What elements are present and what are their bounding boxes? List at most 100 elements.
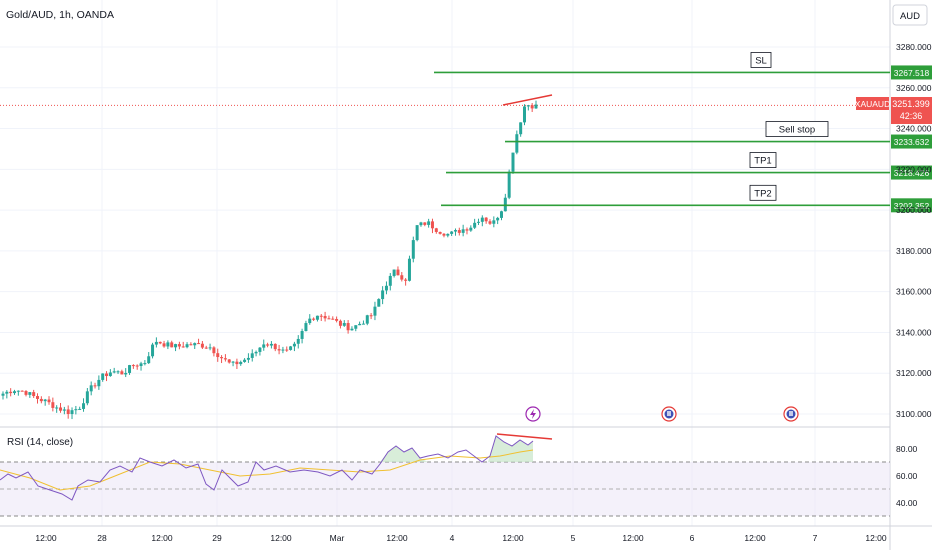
- level-price-tag: [891, 134, 932, 149]
- candle: [515, 130, 519, 155]
- symbol-title: Gold/AUD, 1h, OANDA: [6, 9, 114, 21]
- level-label: Sell stop: [779, 125, 815, 136]
- level-1[interactable]: SL 3267.518: [434, 52, 932, 80]
- candle: [89, 381, 93, 396]
- candle: [235, 358, 239, 370]
- candle: [116, 370, 120, 375]
- candle: [519, 122, 523, 137]
- price-tick: 3240.000: [896, 124, 932, 134]
- candle: [350, 326, 354, 331]
- time-label: 12:00: [35, 533, 57, 543]
- price-axis[interactable]: 3280.000 3260.000 3240.000 3220.000 3200.000…: [896, 42, 932, 419]
- candle: [327, 315, 331, 320]
- candle: [384, 281, 388, 295]
- candle: [457, 227, 461, 236]
- level-label: TP2: [754, 188, 771, 199]
- candle: [335, 316, 339, 323]
- currency-button[interactable]: AUD: [892, 4, 928, 26]
- time-label: 7: [813, 533, 818, 543]
- time-label: Mar: [330, 533, 345, 543]
- candle: [262, 339, 266, 351]
- candle: [369, 313, 373, 320]
- level-label-box[interactable]: [750, 52, 772, 68]
- candle: [415, 225, 419, 242]
- grid: [0, 0, 890, 526]
- candle: [223, 354, 227, 362]
- candle: [108, 369, 112, 377]
- candles[interactable]: [1, 100, 538, 420]
- countdown: 42:36: [900, 111, 923, 121]
- level-3[interactable]: TP1 3218.426: [446, 152, 932, 180]
- candle: [430, 218, 434, 234]
- candle: [200, 341, 204, 350]
- candle: [193, 342, 197, 349]
- level-2[interactable]: Sell stop 3233.632: [505, 121, 932, 149]
- candle: [9, 388, 13, 397]
- candle: [480, 215, 484, 227]
- candle: [185, 342, 189, 349]
- level-label-box[interactable]: [765, 121, 829, 137]
- candle: [465, 227, 469, 235]
- rsi-tick: 60.00: [896, 471, 918, 481]
- lightning-event-icon[interactable]: [525, 406, 541, 422]
- level-label: SL: [755, 55, 767, 66]
- candle: [120, 369, 124, 375]
- candle: [442, 233, 446, 238]
- candle: [404, 278, 408, 286]
- flag-event-icon[interactable]: [661, 406, 677, 422]
- candle: [461, 224, 465, 237]
- candle: [331, 316, 335, 320]
- candle: [36, 393, 40, 404]
- candle: [5, 390, 9, 399]
- candle: [273, 343, 277, 352]
- rsi-divergence-line[interactable]: [496, 433, 553, 440]
- candle: [312, 317, 316, 321]
- candle: [499, 210, 503, 221]
- level-label-box[interactable]: [749, 152, 777, 168]
- rsi-line: [0, 435, 534, 501]
- candle: [85, 388, 89, 406]
- rsi-tick: 80.00: [896, 444, 918, 454]
- candle: [243, 358, 247, 363]
- candle: [258, 347, 262, 356]
- price-tick: 3160.000: [896, 287, 932, 297]
- level-label-box[interactable]: [749, 184, 777, 201]
- candle: [181, 341, 185, 348]
- time-axis[interactable]: 12:00 28 12:00 29 12:00 Mar 12:00 4 12:00 5 12:00 6…: [35, 533, 887, 543]
- level-4[interactable]: TP2 3202.352: [441, 184, 932, 213]
- candle: [266, 342, 270, 348]
- current-price-tag: 3251.399 42:36: [891, 97, 932, 124]
- candle: [492, 216, 496, 228]
- candle: [365, 314, 369, 326]
- candle: [174, 343, 178, 352]
- time-label: 29: [212, 533, 222, 543]
- candle: [476, 218, 480, 226]
- candle: [522, 104, 526, 126]
- rsi-axis[interactable]: 80.00 60.00 40.00: [896, 444, 918, 508]
- candle: [338, 319, 342, 329]
- candle: [220, 355, 224, 364]
- candle: [377, 298, 381, 307]
- candle: [488, 219, 492, 225]
- candle: [166, 340, 170, 350]
- rsi-title: RSI (14, close): [7, 437, 73, 448]
- candle: [503, 193, 507, 212]
- candle: [304, 320, 308, 332]
- candle: [112, 367, 116, 374]
- candle: [13, 389, 17, 395]
- candle: [16, 390, 20, 396]
- candle: [70, 407, 74, 420]
- price-divergence-line[interactable]: [502, 94, 553, 106]
- candle: [511, 152, 515, 174]
- candle: [342, 320, 346, 327]
- candle: [423, 222, 427, 227]
- flag-event-icon[interactable]: [783, 406, 799, 422]
- candle: [358, 321, 362, 326]
- candle: [246, 353, 250, 363]
- candle: [292, 341, 296, 352]
- candle: [151, 342, 155, 359]
- candle: [315, 315, 319, 322]
- candle: [438, 231, 442, 235]
